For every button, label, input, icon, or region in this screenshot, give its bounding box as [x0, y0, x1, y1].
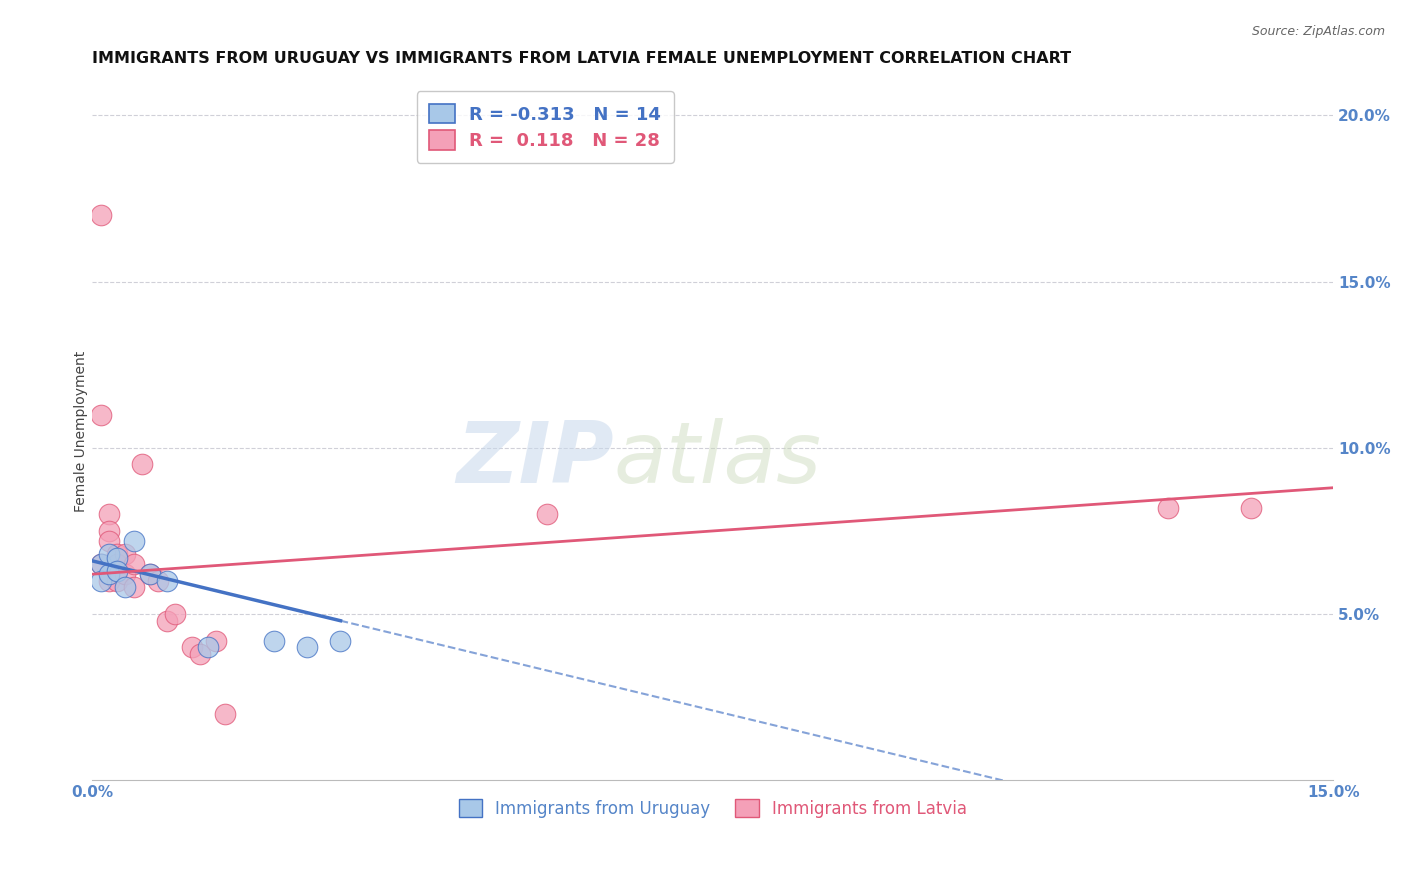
Point — [122, 533, 145, 548]
Point — [263, 633, 285, 648]
Point — [97, 547, 120, 561]
Point — [97, 533, 120, 548]
Y-axis label: Female Unemployment: Female Unemployment — [75, 351, 89, 512]
Text: ZIP: ZIP — [456, 417, 613, 500]
Point — [205, 633, 228, 648]
Point — [214, 706, 236, 721]
Point — [114, 547, 136, 561]
Point — [536, 508, 558, 522]
Point — [297, 640, 319, 655]
Text: Source: ZipAtlas.com: Source: ZipAtlas.com — [1251, 25, 1385, 38]
Point — [114, 567, 136, 582]
Point — [122, 558, 145, 572]
Text: IMMIGRANTS FROM URUGUAY VS IMMIGRANTS FROM LATVIA FEMALE UNEMPLOYMENT CORRELATIO: IMMIGRANTS FROM URUGUAY VS IMMIGRANTS FR… — [93, 51, 1071, 66]
Point — [139, 567, 162, 582]
Point — [188, 647, 211, 661]
Point — [131, 458, 153, 472]
Point — [122, 581, 145, 595]
Point — [197, 640, 219, 655]
Point — [1157, 500, 1180, 515]
Point — [97, 574, 120, 588]
Point — [90, 408, 112, 422]
Point — [90, 208, 112, 222]
Point — [156, 574, 179, 588]
Point — [329, 633, 352, 648]
Point — [139, 567, 162, 582]
Point — [97, 567, 120, 582]
Point — [90, 558, 112, 572]
Point — [148, 574, 170, 588]
Point — [97, 524, 120, 538]
Point — [105, 550, 128, 565]
Point — [90, 574, 112, 588]
Point — [114, 581, 136, 595]
Text: atlas: atlas — [613, 417, 821, 500]
Point — [180, 640, 202, 655]
Point — [105, 547, 128, 561]
Point — [105, 564, 128, 578]
Point — [90, 558, 112, 572]
Point — [105, 574, 128, 588]
Point — [97, 508, 120, 522]
Point — [163, 607, 186, 621]
Point — [105, 558, 128, 572]
Point — [156, 614, 179, 628]
Point — [1239, 500, 1261, 515]
Legend: Immigrants from Uruguay, Immigrants from Latvia: Immigrants from Uruguay, Immigrants from… — [451, 793, 974, 824]
